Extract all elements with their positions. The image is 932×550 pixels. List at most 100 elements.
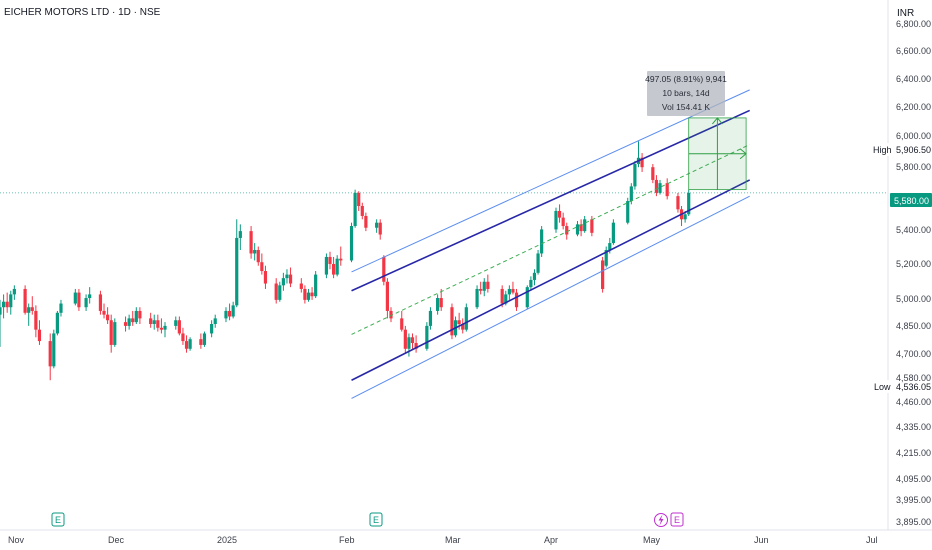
price-label-4335: 4,335.00 [896,422,931,432]
high-value: 5,906.50 [896,145,931,155]
candle-body [640,157,644,168]
split-badge-may[interactable] [654,513,668,527]
price-label-4700: 4,700.00 [896,349,931,359]
candle-body [425,325,429,349]
candle-body [450,307,454,336]
candle-body [486,281,490,289]
candle-body [127,318,131,326]
candle-body [113,322,117,345]
earnings-badge-box [51,512,65,527]
candle-body [683,214,687,220]
candle-body [27,307,31,313]
candle-body [30,307,34,311]
candle-body [285,274,289,279]
measure-volume-text: Vol 154.41 K [662,102,711,112]
event-badges[interactable]: E E E [51,512,684,527]
candle-body [88,294,92,299]
candle-body [410,337,415,344]
candle-body [138,310,142,319]
measure-arrow-right-icon [739,148,747,160]
candle-body [514,292,519,308]
candle-body [328,256,332,264]
candle-body [181,333,185,342]
candle-body [256,249,260,263]
candle-body [84,298,88,308]
measure-change-text: 497.05 (8.91%) 9,941 [645,74,727,84]
candle-body [48,341,52,367]
candle-body [55,312,59,334]
candle-body [360,205,364,216]
candle-body [231,305,235,317]
candle-body [339,258,343,261]
candle-body [156,320,160,328]
candle-body [611,222,615,244]
candle-body [177,320,181,334]
candle-body [583,219,587,232]
price-label-5000: 5,000.00 [896,294,931,304]
candle-body [335,258,339,275]
candle-body [299,283,303,289]
candle-body [353,192,357,227]
candle-body [77,292,81,308]
candle-body [500,288,504,304]
channel-lower-line [351,179,751,381]
low-tag-label: Low [874,382,891,392]
price-label-3895: 3,895.00 [896,517,931,527]
earnings-badge-may[interactable]: E [670,512,684,527]
candle-body [12,288,16,295]
candle-body [303,288,307,300]
price-label-5200: 5,200.00 [896,259,931,269]
measure-tool[interactable]: 497.05 (8.91%) 9,941 10 bars, 14d Vol 154.… [645,71,747,191]
candle-body [561,217,565,227]
candle-body [249,231,253,254]
candle-body [439,298,443,308]
price-axis-bg[interactable] [888,0,932,530]
candle-body [23,288,27,313]
candle-body [5,301,9,308]
candle-body [428,310,433,326]
channel-mid-line [351,144,750,335]
candle-body [260,262,264,272]
candle-body [278,285,282,300]
candle-body [378,222,382,235]
last-price-tag: 5,580.00 [890,193,932,207]
candle-body [159,327,164,330]
candle-body [364,215,368,228]
earnings-badge-feb[interactable]: E [369,512,383,527]
candle-body [504,294,508,304]
channel-upper-line [351,109,751,292]
candle-body [575,224,580,235]
candle-body [202,333,207,345]
candle-body [579,224,583,232]
earnings-badge-box [670,512,684,527]
candle-body [106,314,110,321]
candle-body [601,260,605,289]
earnings-icon: E [674,515,680,525]
time-label-apr: Apr [544,535,558,545]
candle-body [507,288,511,295]
price-channel[interactable] [351,89,751,399]
candle-body [109,320,113,345]
candle-body [414,343,418,349]
price-label-4850: 4,850.00 [896,321,931,331]
time-label-feb: Feb [339,535,355,545]
candle-body [188,339,192,349]
candle-body [407,337,411,349]
candle-body [457,320,461,325]
candle-body [59,303,63,313]
price-label-3995: 3,995.00 [896,495,931,505]
candle-body [210,324,214,334]
last-price-tag-bg [890,193,932,207]
candle-body [590,219,594,233]
price-label-6600: 6,600.00 [896,46,931,56]
candle-body [306,292,311,300]
earnings-icon: E [55,515,61,525]
price-label-6800: 6,800.00 [896,19,931,29]
measure-tooltip-box [647,71,725,116]
currency-label[interactable]: INR [897,8,914,19]
price-label-4095: 4,095.00 [896,474,931,484]
earnings-badge-nov[interactable]: E [51,512,65,527]
candle-body [389,310,393,319]
high-marker: High 5,906.50 [870,143,931,156]
